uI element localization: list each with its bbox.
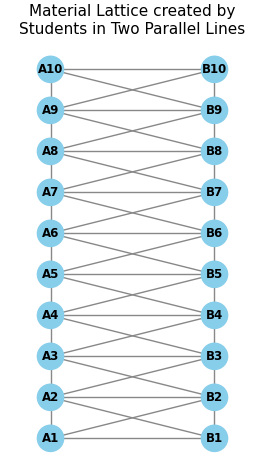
Circle shape bbox=[37, 138, 64, 164]
Circle shape bbox=[201, 261, 228, 288]
Circle shape bbox=[37, 302, 64, 328]
Circle shape bbox=[201, 220, 228, 246]
Circle shape bbox=[37, 343, 64, 369]
Circle shape bbox=[37, 56, 64, 82]
Circle shape bbox=[37, 179, 64, 206]
Circle shape bbox=[201, 179, 228, 206]
Circle shape bbox=[201, 343, 228, 369]
Circle shape bbox=[37, 384, 64, 411]
Circle shape bbox=[201, 425, 228, 451]
Text: A5: A5 bbox=[42, 268, 59, 281]
Text: B6: B6 bbox=[206, 227, 223, 240]
Circle shape bbox=[201, 97, 228, 124]
Text: A4: A4 bbox=[42, 309, 59, 322]
Title: Material Lattice created by
Students in Two Parallel Lines: Material Lattice created by Students in … bbox=[19, 4, 246, 37]
Text: B10: B10 bbox=[202, 63, 227, 76]
Text: B5: B5 bbox=[206, 268, 223, 281]
Text: B7: B7 bbox=[206, 186, 223, 199]
Circle shape bbox=[37, 97, 64, 124]
Circle shape bbox=[201, 56, 228, 82]
Text: B4: B4 bbox=[206, 309, 223, 322]
Text: A10: A10 bbox=[38, 63, 63, 76]
Circle shape bbox=[201, 302, 228, 328]
Circle shape bbox=[37, 220, 64, 246]
Text: B3: B3 bbox=[206, 350, 223, 363]
Text: B8: B8 bbox=[206, 145, 223, 158]
Circle shape bbox=[201, 138, 228, 164]
Text: A6: A6 bbox=[42, 227, 59, 240]
Text: A2: A2 bbox=[42, 391, 59, 404]
Circle shape bbox=[201, 384, 228, 411]
Circle shape bbox=[37, 261, 64, 288]
Text: B1: B1 bbox=[206, 432, 223, 445]
Text: A7: A7 bbox=[42, 186, 59, 199]
Circle shape bbox=[37, 425, 64, 451]
Text: A1: A1 bbox=[42, 432, 59, 445]
Text: B9: B9 bbox=[206, 104, 223, 117]
Text: A9: A9 bbox=[42, 104, 59, 117]
Text: B2: B2 bbox=[206, 391, 223, 404]
Text: A3: A3 bbox=[42, 350, 59, 363]
Text: A8: A8 bbox=[42, 145, 59, 158]
